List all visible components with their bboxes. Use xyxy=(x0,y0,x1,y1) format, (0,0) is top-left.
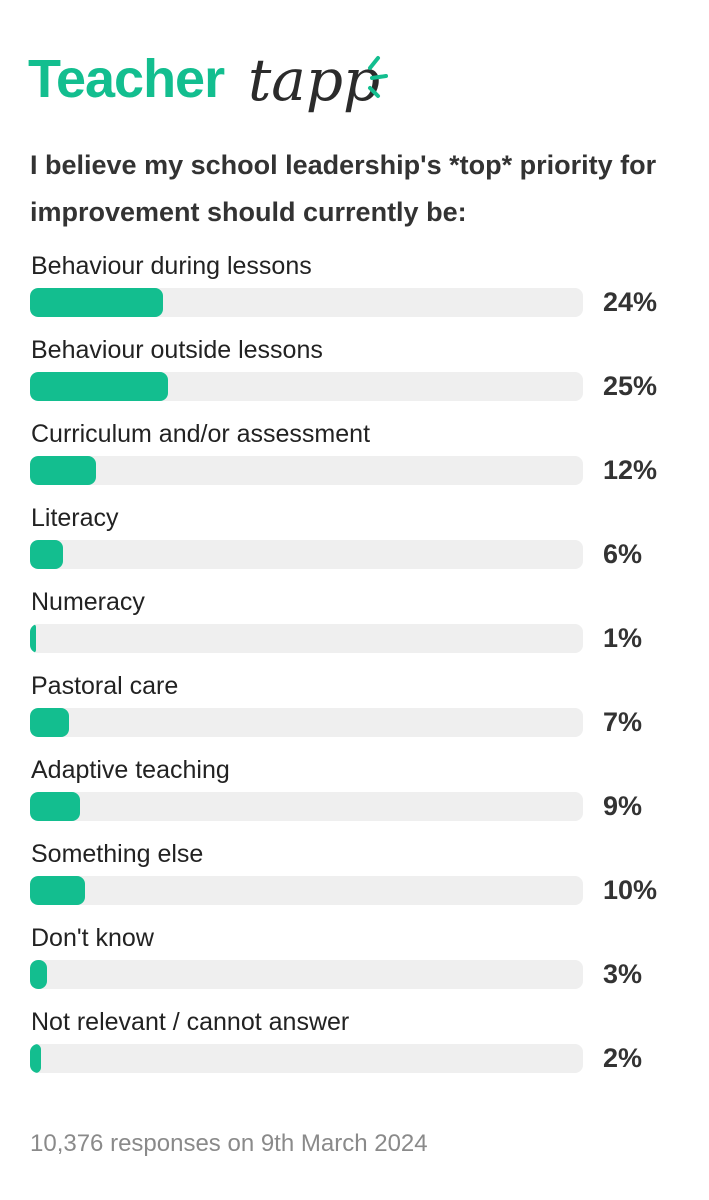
option-label: Something else xyxy=(31,840,204,868)
bar-track xyxy=(30,1044,583,1073)
option-label: Behaviour during lessons xyxy=(31,252,312,280)
bar xyxy=(30,960,47,989)
option-label: Numeracy xyxy=(31,588,145,616)
bar xyxy=(30,876,86,905)
bar-track xyxy=(30,876,583,905)
option-label: Adaptive teaching xyxy=(31,756,230,784)
bar-track xyxy=(30,960,583,989)
option-label: Pastoral care xyxy=(31,672,179,700)
bar xyxy=(30,1044,42,1073)
bar-track xyxy=(30,792,583,821)
value-label: 6% xyxy=(603,539,643,569)
bar xyxy=(30,288,163,317)
bar-track xyxy=(30,456,583,485)
question-title: I believe my school leadership's *top* p… xyxy=(30,150,657,227)
option-label: Curriculum and/or assessment xyxy=(31,420,371,448)
value-label: 7% xyxy=(603,707,643,737)
value-label: 24% xyxy=(603,287,658,317)
value-label: 25% xyxy=(603,371,658,401)
bar xyxy=(30,456,97,485)
logo-script: tapp xyxy=(248,46,381,114)
bar xyxy=(30,540,64,569)
value-label: 1% xyxy=(603,623,643,653)
value-label: 10% xyxy=(603,875,658,905)
bar-track xyxy=(30,288,583,317)
option-label: Behaviour outside lessons xyxy=(31,336,323,364)
value-label: 12% xyxy=(603,455,658,485)
value-label: 3% xyxy=(603,959,643,989)
bar xyxy=(30,708,69,737)
bar xyxy=(30,624,36,653)
bar xyxy=(30,372,169,401)
option-label: Not relevant / cannot answer xyxy=(31,1008,350,1036)
option-label: Don't know xyxy=(31,924,154,952)
bar-track xyxy=(30,624,583,653)
value-label: 9% xyxy=(603,791,643,821)
logo-text: Teacher xyxy=(28,49,225,109)
bar-track xyxy=(30,372,583,401)
value-label: 2% xyxy=(603,1043,643,1073)
bar-track xyxy=(30,708,583,737)
bar xyxy=(30,792,80,821)
option-label: Literacy xyxy=(31,504,119,532)
logo-spark xyxy=(368,56,388,98)
footnote: 10,376 responses on 9th March 2024 xyxy=(30,1130,428,1157)
bar-track xyxy=(30,540,583,569)
